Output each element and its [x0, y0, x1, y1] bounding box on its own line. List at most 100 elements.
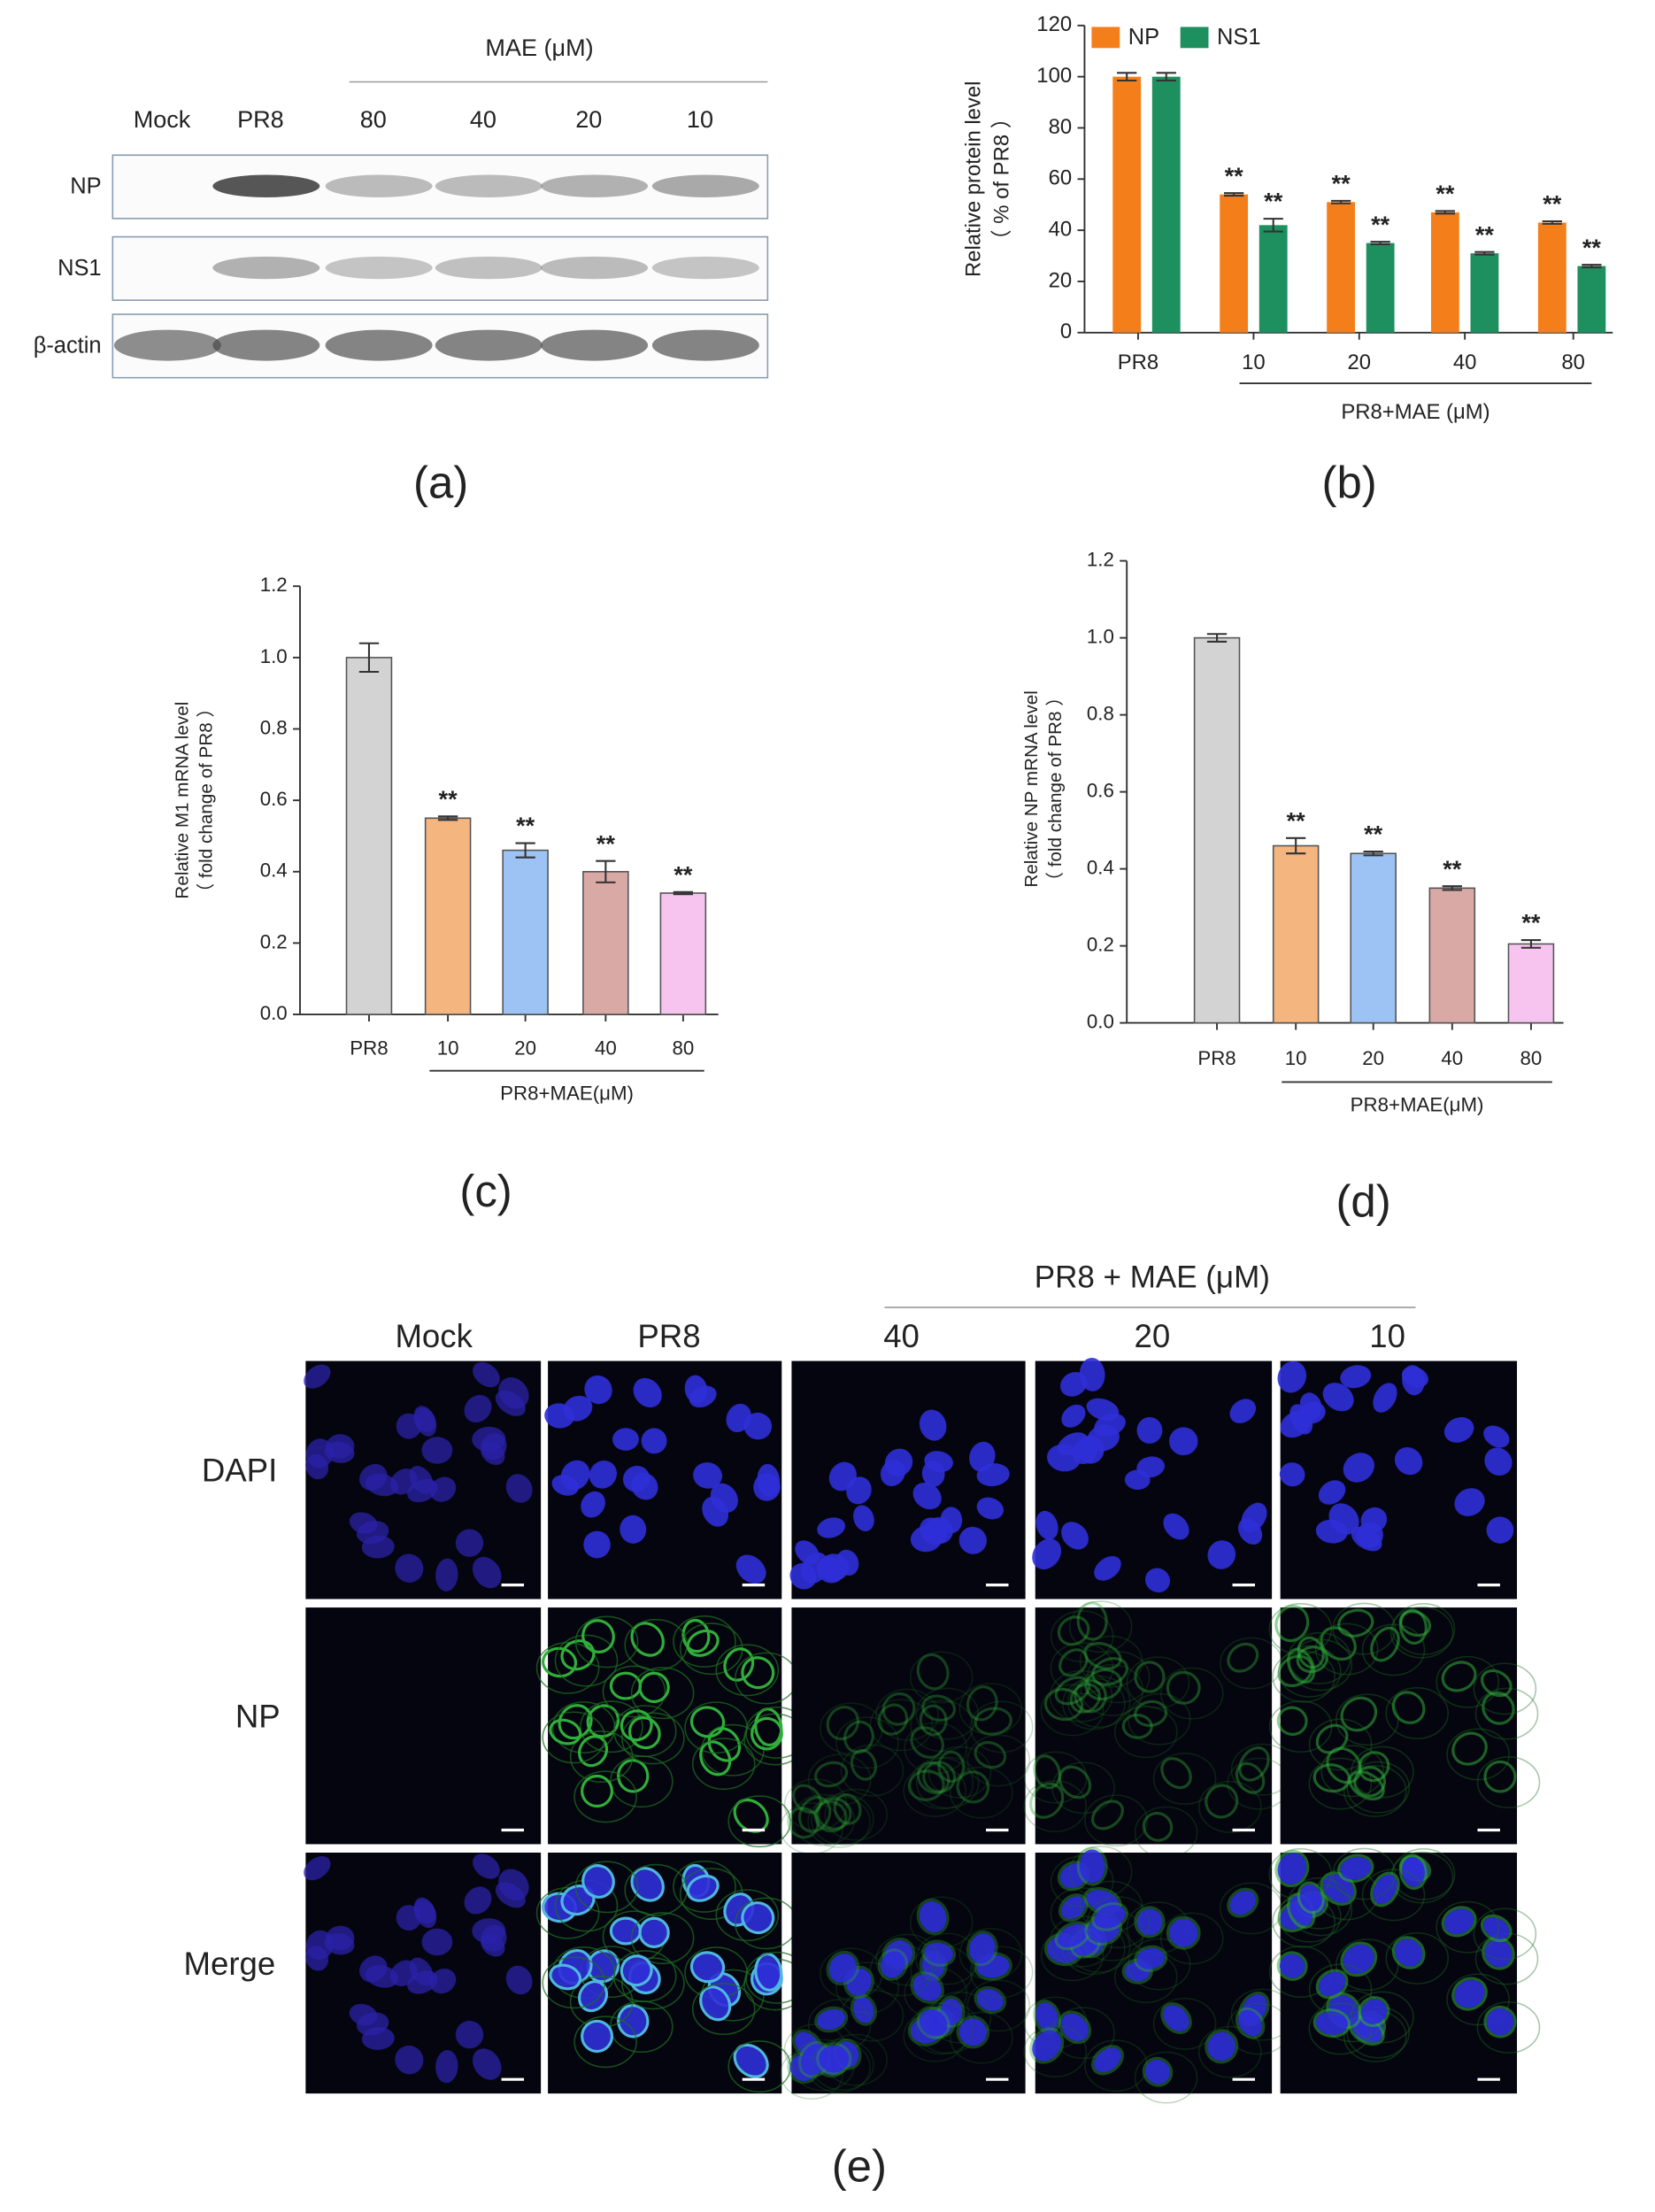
np-signal [1033, 1754, 1061, 1790]
lane-label: 20 [575, 106, 602, 133]
np-signal [814, 2006, 849, 2033]
cytoplasm [621, 1712, 685, 1765]
np-signal [1482, 1936, 1515, 1970]
cytoplasm [903, 1764, 967, 1817]
nucleus [1277, 1853, 1307, 1884]
nucleus [828, 1461, 857, 1491]
cytoplasm [1385, 1687, 1449, 1739]
np-signal [1358, 1996, 1390, 2028]
panel-label: (c) [459, 1166, 512, 1216]
nucleus [924, 1942, 953, 1964]
nucleus [976, 1989, 1004, 2011]
bar [1350, 852, 1397, 1024]
np-signal [1166, 1915, 1201, 1950]
nucleus [828, 1954, 857, 1983]
nucleus [435, 2050, 458, 2084]
cytoplasm [1061, 1677, 1126, 1730]
y-tick-label: 0.8 [260, 716, 288, 738]
cytoplasm [673, 1615, 736, 1668]
cytoplasm [791, 1793, 855, 1846]
bar [1537, 222, 1566, 333]
blot-band [435, 329, 543, 361]
np-signal [723, 1647, 755, 1682]
np-signal [916, 1898, 950, 1936]
legend-label: NS1 [1217, 25, 1261, 50]
cytoplasm [820, 1947, 883, 2000]
cytoplasm [915, 1687, 979, 1740]
nucleus [817, 1517, 846, 1538]
nucleus [395, 2045, 424, 2075]
nucleus [1484, 1447, 1513, 1476]
panel-label: (e) [832, 2141, 887, 2192]
cytoplasm [691, 1983, 756, 2036]
cytoplasm [840, 1744, 904, 1797]
cytoplasm [910, 1757, 974, 1810]
blot-band [541, 174, 649, 197]
np-signal [1391, 1936, 1426, 1969]
nucleus [473, 1854, 500, 1879]
error-bar [1435, 210, 1456, 215]
legend-label: NP [1128, 25, 1159, 50]
np-signal [937, 1750, 966, 1784]
cytoplasm [1023, 1751, 1088, 1804]
bar [1470, 253, 1499, 333]
nucleus [421, 1437, 453, 1464]
x-tick-label: 10 [1242, 351, 1266, 374]
np-signal [1312, 2008, 1351, 2039]
nucleus [1168, 1427, 1198, 1456]
np-signal [1091, 2045, 1124, 2076]
np-signal [966, 1685, 998, 1722]
cytoplasm [1127, 1692, 1191, 1746]
nucleus [689, 1385, 717, 1408]
cytoplasm [1159, 1912, 1224, 1965]
x-tick-label: PR8 [1118, 351, 1158, 374]
blot-band [325, 329, 433, 361]
np-signal [1076, 1846, 1108, 1886]
significance-label: ** [1582, 235, 1602, 261]
micro-panel [1035, 1607, 1273, 1845]
cytoplasm [542, 1956, 606, 2009]
nucleus [1343, 1944, 1374, 1975]
np-signal [916, 1761, 951, 1794]
np-signal [921, 1694, 957, 1722]
nucleus [958, 2018, 987, 2046]
np-signal [1142, 2056, 1174, 2087]
cytoplasm [1476, 2001, 1541, 2054]
nucleus [1136, 1947, 1165, 1969]
cytoplasm [1346, 1761, 1410, 1814]
cytoplasm [1198, 1780, 1262, 1833]
cytoplasm [612, 1705, 677, 1758]
cytoplasm [612, 1950, 677, 2003]
x-tick-label: 10 [437, 1037, 459, 1060]
cytoplasm [1473, 1662, 1537, 1715]
cytoplasm [573, 1770, 637, 1823]
np-signal [689, 1706, 726, 1738]
np-signal [792, 1784, 822, 1815]
nucleus [581, 1491, 605, 1518]
cytoplasm [673, 1860, 736, 1913]
bar [1327, 202, 1356, 333]
cytoplasm [621, 1957, 685, 2010]
column-label: PR8 [637, 1318, 700, 1354]
np-signal [787, 1807, 820, 1839]
bar [1272, 844, 1320, 1024]
nucleus [1322, 1874, 1354, 1903]
np-signal [1076, 1601, 1108, 1641]
nucleus [1035, 2002, 1058, 2032]
significance-label: ** [1543, 191, 1562, 218]
np-signal [814, 1761, 849, 1788]
cytoplasm [950, 1766, 1013, 1819]
blot-band [113, 329, 221, 361]
nucleus [407, 1970, 438, 1994]
np-signal [620, 1954, 653, 1987]
nucleus [455, 2020, 484, 2049]
lane-label: 40 [470, 106, 496, 133]
nucleus [413, 1406, 437, 1437]
nucleus [633, 1377, 662, 1408]
np-signal [1320, 1626, 1357, 1661]
error-bar [437, 815, 458, 821]
cytoplasm [1080, 1663, 1144, 1716]
nucleus [622, 1957, 650, 1985]
nucleus [505, 1965, 533, 1995]
nucleus [1360, 1999, 1388, 2024]
